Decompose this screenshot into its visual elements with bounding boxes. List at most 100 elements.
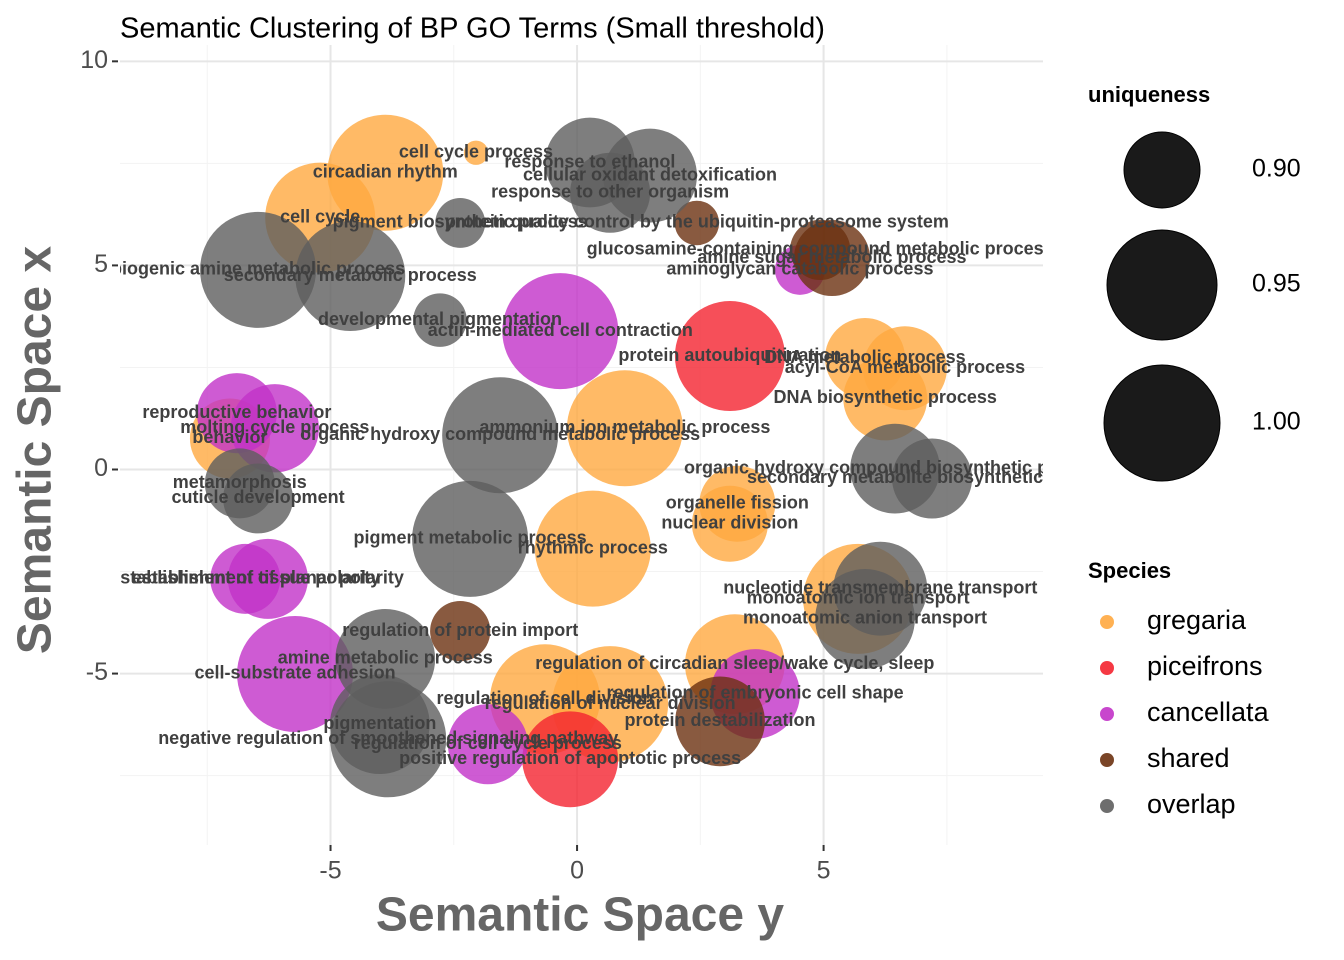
bubble <box>413 293 467 347</box>
bubble-label: ammonium ion metabolic process <box>479 417 770 437</box>
bubble-label: organic hydroxy compound biosynthetic pr… <box>684 457 1106 477</box>
bubble <box>223 463 294 534</box>
bubble-label: glucosamine-containing compound metaboli… <box>587 239 1054 259</box>
legend-swatch <box>1100 661 1114 675</box>
legend-label: gregaria <box>1147 605 1247 635</box>
bubble <box>210 543 281 614</box>
bubble-label: aminoglycan catabolic process <box>666 259 933 279</box>
size-legend-label: 0.95 <box>1252 270 1301 298</box>
bubble-label: developmental pigmentation <box>318 309 562 329</box>
x-tick-label: 0 <box>570 857 584 885</box>
legend-label: cancellata <box>1147 697 1270 727</box>
bubble-label: molting cycle process <box>180 417 369 437</box>
axes: -5 0 5 -5 0 5 10 <box>80 46 830 885</box>
bubble <box>447 704 528 785</box>
bubble <box>200 211 317 328</box>
color-legend-title: Species <box>1088 558 1171 583</box>
bubble <box>330 681 447 798</box>
bubble <box>570 152 651 233</box>
bubble-label: regulation of cell cycle process <box>354 733 622 753</box>
bubble-label: behavior <box>192 427 267 447</box>
legend-swatch <box>1100 615 1114 629</box>
x-tick-label: -5 <box>319 857 341 885</box>
bubble-label: response to ethanol <box>504 151 675 171</box>
bubble <box>790 219 851 281</box>
bubble-label: circadian rhythm <box>313 162 458 182</box>
bubble-label: regulation of cell division <box>436 688 653 708</box>
y-tick-label: 10 <box>80 46 108 74</box>
bubble <box>674 200 720 246</box>
bubble-label: acyl-CoA metabolic process <box>785 357 1025 377</box>
bubble-label: positive regulation of apoptotic process <box>399 748 741 768</box>
points <box>189 114 973 808</box>
size-legend-label: 1.00 <box>1252 408 1301 436</box>
bubble-label: amine metabolic process <box>278 648 493 668</box>
bubble <box>566 370 683 487</box>
y-axis-title: Semantic Space x <box>9 246 62 655</box>
legend-label: piceifrons <box>1147 651 1263 681</box>
bubble-label: protein destabilization <box>625 710 816 730</box>
bubble-label: regulation of embryonic cell shape <box>607 683 904 703</box>
bubble-label: amine sugar metabolic process <box>697 247 966 267</box>
bubble-label: regulation of protein import <box>342 620 578 640</box>
bubble-label: regulation of circadian sleep/wake cycle… <box>535 653 934 673</box>
y-tick-label: -5 <box>86 658 108 686</box>
bubble-label: DNA biosynthetic process <box>774 387 997 407</box>
y-tick-label: 5 <box>94 250 108 278</box>
bubble <box>815 569 915 669</box>
bubble-label: monoatomic anion transport <box>743 608 987 628</box>
bubble-label: cell-substrate adhesion <box>195 663 396 683</box>
bubble-label: actin-mediated cell contraction <box>428 320 693 340</box>
bubble-label: pigment biosynthetic process <box>333 212 588 232</box>
bubble <box>230 384 319 473</box>
bubble-label: secondary metabolite biosynthetic proces… <box>747 467 1117 487</box>
legend-swatch <box>1100 799 1114 813</box>
bubble <box>675 676 765 767</box>
bubble <box>534 490 651 607</box>
bubble-label: cuticle development <box>172 487 345 507</box>
bubble <box>843 356 928 441</box>
legend: 0.90 0.95 1.00 gregaria piceifrons cancellata… <box>1100 131 1301 819</box>
bubble-label: organelle fission <box>666 493 809 513</box>
bubble-label: cell cycle process <box>399 142 553 162</box>
bubble <box>691 485 768 562</box>
bubble-label: pigment metabolic process <box>354 528 587 548</box>
bubble-label: cell cycle <box>280 206 360 226</box>
bubble <box>435 198 486 248</box>
bubble-label: establishment of planar polarity <box>132 568 404 588</box>
bubble <box>674 301 785 412</box>
x-axis-title: Semantic Space y <box>376 889 785 942</box>
bubble-label: cellular oxidant detoxification <box>523 164 777 184</box>
legend-swatch <box>1100 753 1114 767</box>
y-tick-label: 0 <box>94 454 108 482</box>
size-legend-key <box>1123 131 1201 209</box>
size-legend-label: 0.90 <box>1252 155 1301 183</box>
bubble-label: pigmentation <box>323 713 436 733</box>
x-tick-label: 5 <box>817 857 831 885</box>
bubble-label: biogenic amine metabolic process <box>111 259 405 279</box>
bubble <box>295 221 406 332</box>
bubble <box>430 601 491 662</box>
bubble-label: nucleotide transmembrane transport <box>723 577 1037 597</box>
legend-label: shared <box>1147 743 1230 773</box>
bubble <box>522 711 619 808</box>
bubble-label: DNA metabolic process <box>764 347 965 367</box>
size-legend-key <box>1103 364 1221 482</box>
legend-label: overlap <box>1147 789 1236 819</box>
bubble-label: metamorphosis <box>173 472 307 492</box>
bubble <box>442 377 559 494</box>
size-legend-title: uniqueness <box>1088 82 1210 107</box>
bubble <box>502 273 619 390</box>
bubble-label: reproductive behavior <box>142 402 331 422</box>
bubble <box>237 615 354 732</box>
chart-title: Semantic Clustering of BP GO Terms (Smal… <box>120 13 825 45</box>
bubble <box>850 423 940 514</box>
bubble-label: organic hydroxy compound metabolic proce… <box>300 424 700 444</box>
bubble-label: protein autoubiquitination <box>618 345 841 365</box>
bubble-label: monoatomic ion transport <box>747 588 970 608</box>
size-legend-key <box>1106 229 1218 341</box>
bubble-label: nuclear division <box>661 513 798 533</box>
bubble <box>463 140 489 165</box>
